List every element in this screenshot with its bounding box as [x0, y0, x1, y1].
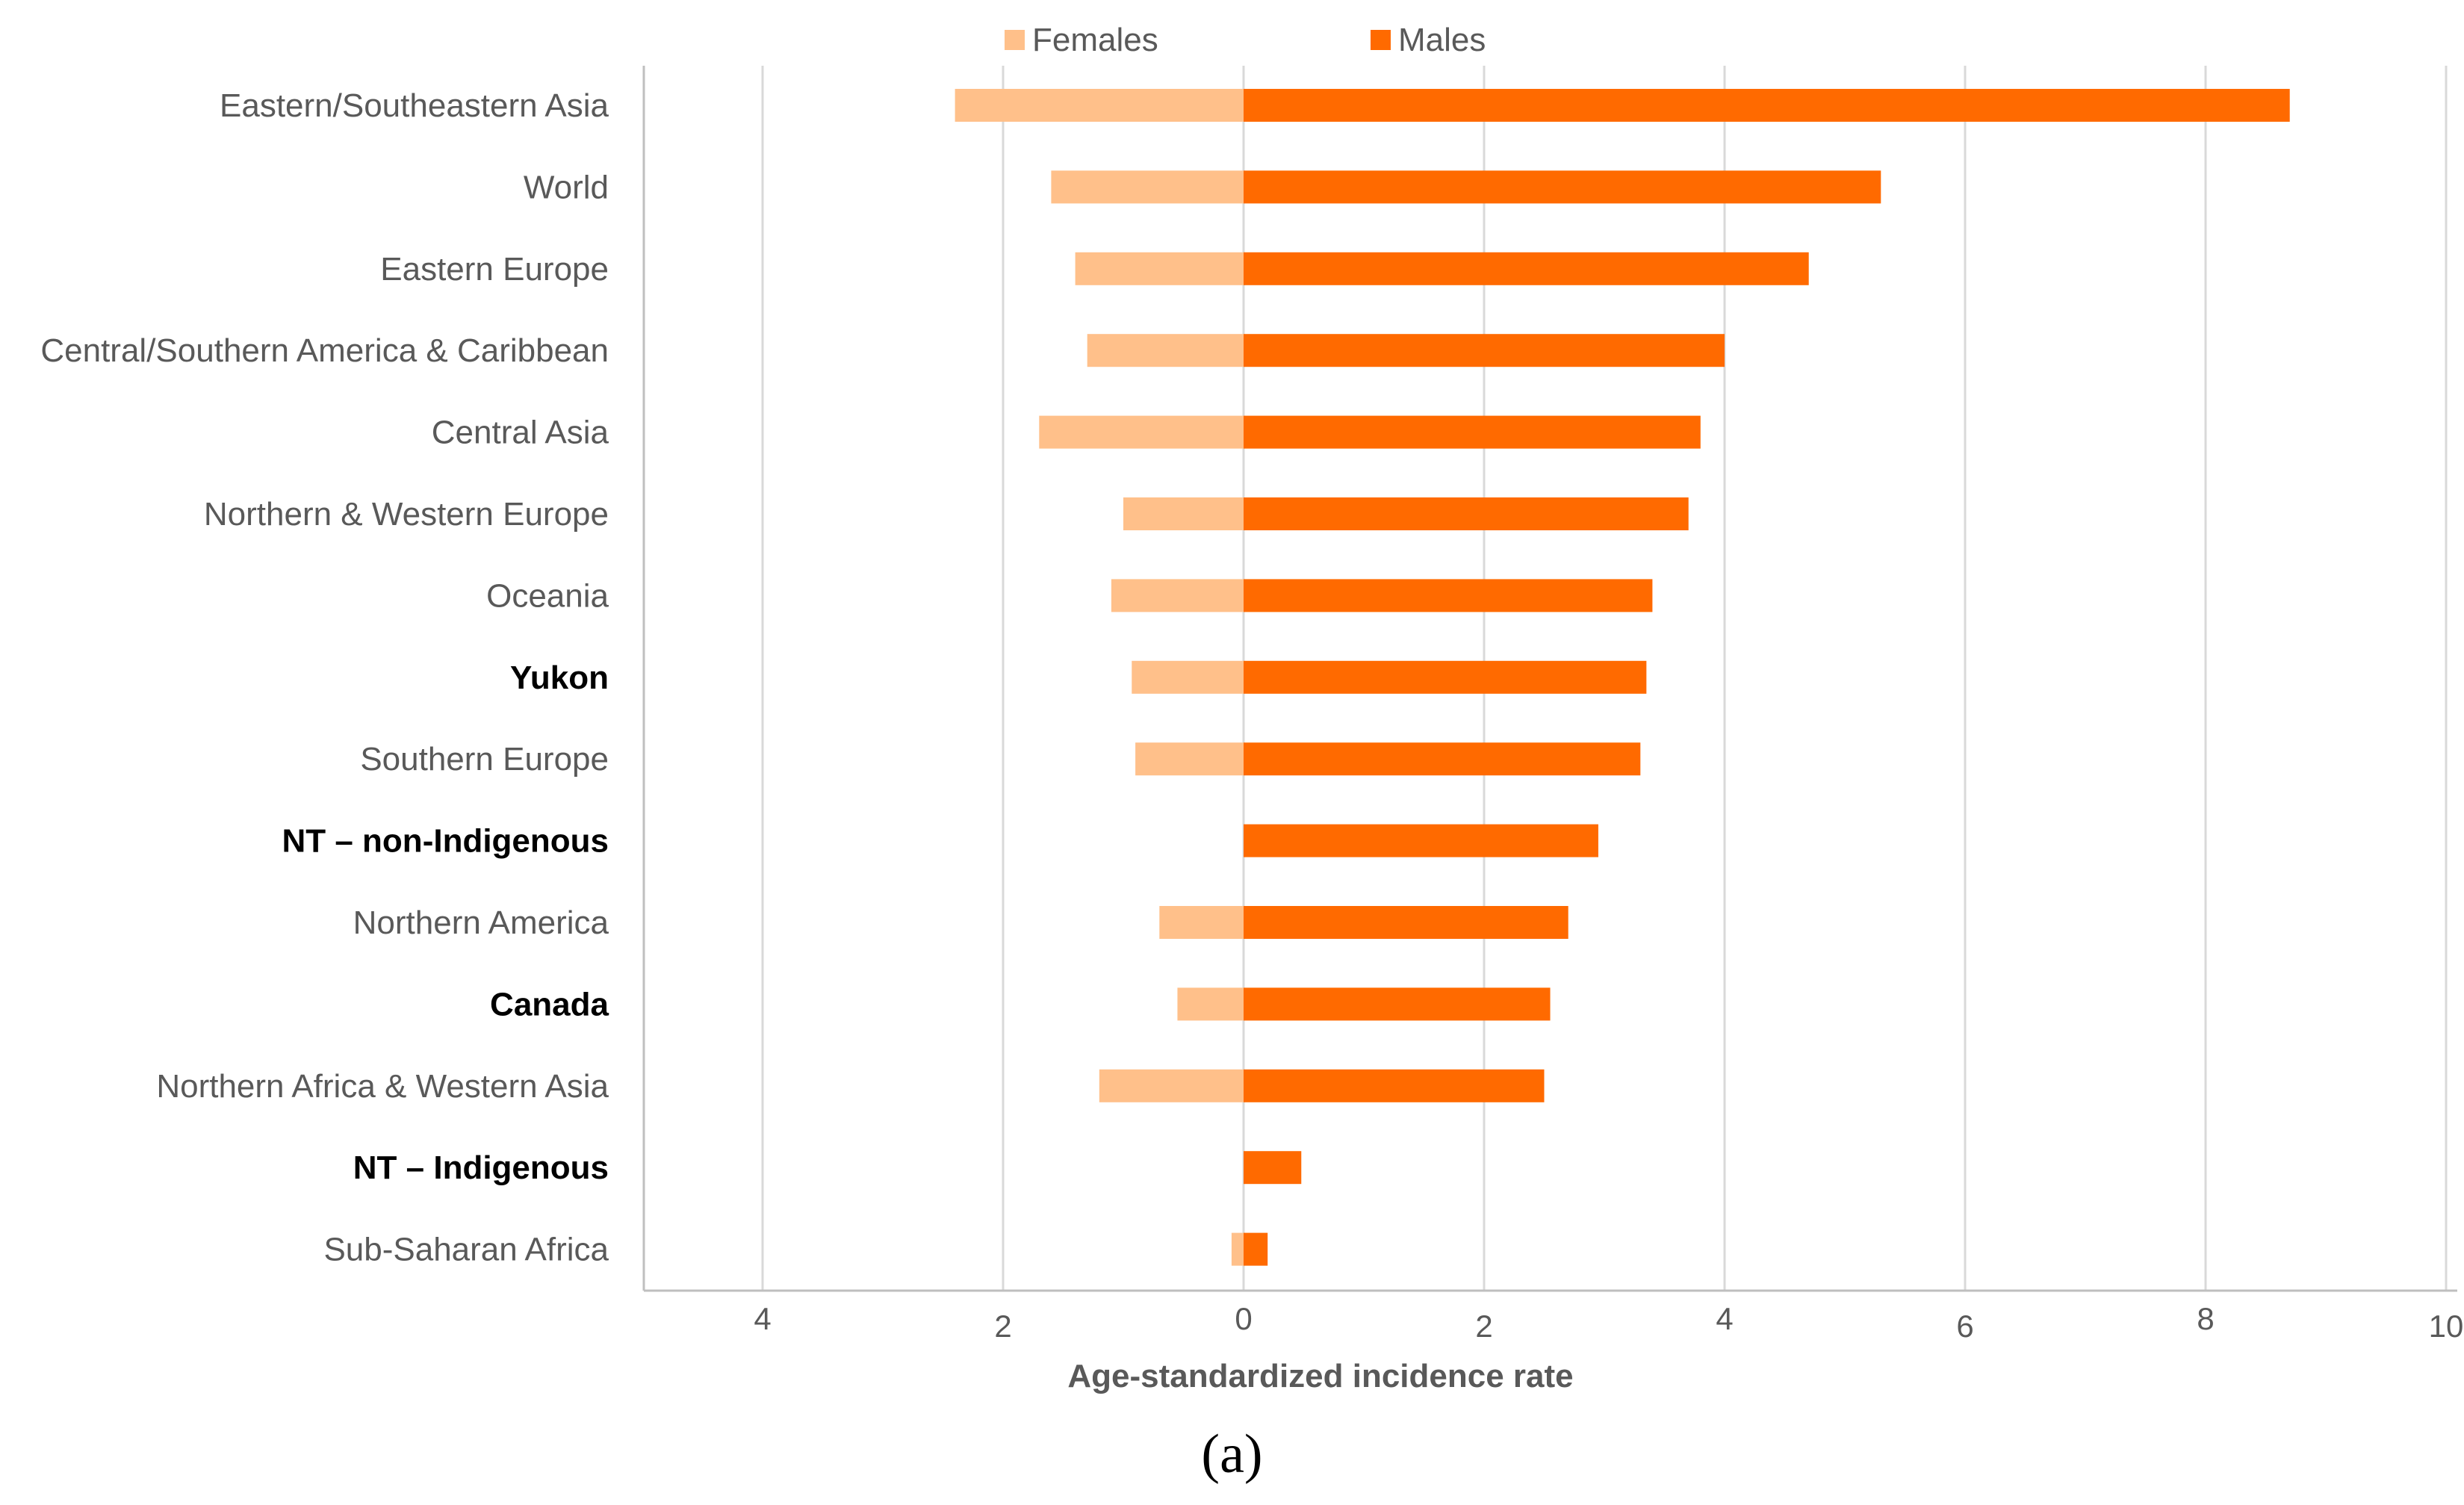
male-bar: [1244, 89, 2290, 122]
x-tick-label: 0: [1235, 1301, 1252, 1336]
male-bar: [1244, 824, 1598, 857]
x-tick-label: 2: [1475, 1309, 1492, 1344]
female-bar: [1099, 1069, 1244, 1102]
legend-swatch-females: [1005, 30, 1025, 50]
bar-chart: Eastern/Southeastern Asia World Eastern Eu…: [40, 22, 2463, 1394]
category-label: Northern America: [353, 904, 609, 941]
female-bar: [1159, 906, 1244, 939]
category-label: World: [524, 169, 609, 205]
female-bar: [1051, 170, 1244, 204]
female-bar: [1111, 579, 1244, 612]
male-bar: [1244, 660, 1647, 694]
figure-caption: (a): [1201, 1424, 1263, 1485]
x-tick-label: 2: [994, 1309, 1011, 1344]
category-label: Oceania: [486, 577, 609, 614]
category-label: Eastern/Southeastern Asia: [220, 87, 609, 124]
male-bar: [1244, 415, 1701, 449]
male-bar: [1244, 1069, 1545, 1102]
category-label: Eastern Europe: [380, 251, 609, 288]
male-bar: [1244, 252, 1809, 285]
category-label: Yukon: [510, 660, 609, 696]
x-tick-label: 10: [2429, 1309, 2464, 1344]
category-label: Southern Europe: [360, 741, 609, 778]
male-bar: [1244, 1151, 1302, 1185]
male-bar: [1244, 906, 1568, 939]
female-bar: [1132, 660, 1244, 694]
male-bar: [1244, 742, 1641, 776]
legend-label-females: Females: [1032, 22, 1158, 58]
male-bar: [1244, 334, 1725, 367]
legend-label-males: Males: [1398, 22, 1486, 58]
female-bar: [1039, 415, 1244, 449]
category-label: Northern & Western Europe: [204, 496, 609, 533]
female-bar: [1087, 334, 1244, 367]
male-bar: [1244, 1232, 1268, 1266]
category-label: NT – Indigenous: [353, 1149, 609, 1186]
category-label: Central/Southern America & Caribbean: [40, 332, 609, 369]
female-bar: [1231, 1232, 1244, 1266]
x-tick-label: 6: [1956, 1309, 1973, 1344]
female-bar: [955, 89, 1244, 122]
category-label: Canada: [490, 986, 609, 1023]
female-bar: [1075, 252, 1244, 285]
female-bar: [1177, 987, 1244, 1021]
bars: [955, 89, 2290, 1266]
x-tick-label: 8: [2197, 1301, 2214, 1336]
female-bar: [1135, 742, 1244, 776]
x-tick-label: 4: [754, 1301, 771, 1336]
male-bar: [1244, 170, 1881, 204]
female-bar: [1123, 497, 1244, 530]
category-label: NT – non-Indigenous: [282, 823, 609, 860]
x-tick-labels: 4 2 0 2 4 6 8 10: [754, 1301, 2463, 1344]
category-label: Northern Africa & Western Asia: [156, 1068, 609, 1105]
x-tick-label: 4: [1716, 1301, 1733, 1336]
legend-swatch-males: [1371, 30, 1391, 50]
male-bar: [1244, 987, 1551, 1021]
axes: [642, 66, 2457, 1292]
x-axis-label: Age-standardized incidence rate: [1067, 1358, 1573, 1394]
category-label: Central Asia: [432, 415, 609, 451]
category-labels: Eastern/Southeastern Asia World Eastern Eu…: [40, 87, 609, 1268]
legend: Females Males: [1005, 22, 1486, 58]
category-label: Sub-Saharan Africa: [323, 1232, 609, 1268]
male-bar: [1244, 497, 1689, 530]
male-bar: [1244, 579, 1653, 612]
